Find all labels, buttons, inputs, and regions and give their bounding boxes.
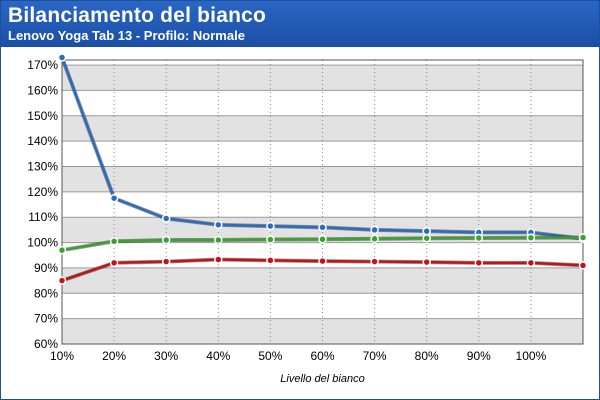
chart-header: Bilanciamento del bianco Lenovo Yoga Tab… — [1, 1, 599, 47]
plot-band — [62, 65, 583, 91]
series-points — [57, 53, 588, 285]
data-point — [266, 256, 275, 265]
y-tick-label: 110% — [28, 210, 58, 224]
data-point — [318, 256, 327, 266]
data-point — [214, 220, 223, 230]
data-point — [318, 223, 327, 232]
data-point — [474, 258, 484, 268]
plot-band — [62, 141, 583, 167]
x-axis-label: Livello del bianco — [280, 373, 364, 385]
plot-band — [62, 60, 583, 66]
x-tick-label: 60% — [310, 349, 334, 363]
data-point — [370, 257, 379, 266]
y-tick-label: 150% — [27, 109, 58, 123]
data-point — [422, 226, 431, 236]
x-tick-label: 80% — [415, 349, 439, 363]
gridlines — [62, 60, 583, 344]
plot-band — [62, 293, 583, 319]
data-point — [318, 235, 327, 244]
y-tick-label: 130% — [27, 160, 58, 174]
data-point — [266, 221, 275, 231]
data-point — [578, 261, 588, 270]
y-tick-label: 80% — [34, 286, 58, 300]
x-tick-label: 100% — [516, 349, 547, 363]
data-point — [109, 237, 119, 246]
plot-band — [62, 90, 583, 116]
data-point — [370, 234, 379, 244]
y-tick-label: 140% — [27, 134, 58, 148]
y-tick-label: 100% — [27, 236, 58, 250]
x-tick-label: 50% — [258, 349, 282, 363]
chart-subtitle: Lenovo Yoga Tab 13 - Profilo: Normale — [8, 28, 245, 43]
plot-band — [62, 318, 583, 344]
y-tick-label: 160% — [27, 83, 58, 97]
y-tick-label: 170% — [27, 58, 58, 72]
x-tick-label: 70% — [363, 349, 387, 363]
plot-border — [61, 59, 584, 345]
plot-band — [62, 166, 583, 192]
x-tick-label: 40% — [206, 349, 230, 363]
data-point — [109, 193, 119, 203]
data-point — [422, 257, 431, 267]
data-point — [370, 225, 379, 235]
y-tick-label: 90% — [34, 261, 58, 275]
y-tick-label: 70% — [34, 312, 58, 326]
x-tick-label: 30% — [154, 349, 178, 363]
chart-title: Bilanciamento del bianco — [8, 4, 267, 27]
data-point — [526, 258, 536, 268]
data-point — [161, 257, 171, 266]
y-tick-label: 60% — [34, 337, 58, 351]
data-point — [526, 233, 536, 243]
data-point — [57, 245, 67, 255]
y-tick-label: 120% — [27, 185, 58, 199]
y-axis-ticks: 60% 70% 80% 90% 100% 110% 120% 130% 140% 150% 160%… — [27, 58, 58, 351]
data-point — [57, 53, 67, 62]
data-point — [422, 234, 431, 243]
data-point — [161, 214, 171, 223]
axes — [61, 59, 584, 345]
data-point — [266, 235, 275, 244]
data-point — [161, 235, 171, 245]
data-point — [578, 233, 588, 242]
x-tick-label: 20% — [102, 349, 126, 363]
x-tick-label: 10% — [50, 349, 74, 363]
data-point — [109, 258, 119, 268]
x-axis-ticks: 10% 20% 30% 40% 50% 60% 70% 80% 90% 100% — [50, 349, 547, 363]
x-tick-label: 90% — [467, 349, 491, 363]
data-point — [214, 235, 223, 245]
plot-bands — [62, 60, 583, 344]
data-point — [57, 276, 67, 285]
data-point — [214, 255, 223, 264]
data-point — [474, 233, 484, 243]
